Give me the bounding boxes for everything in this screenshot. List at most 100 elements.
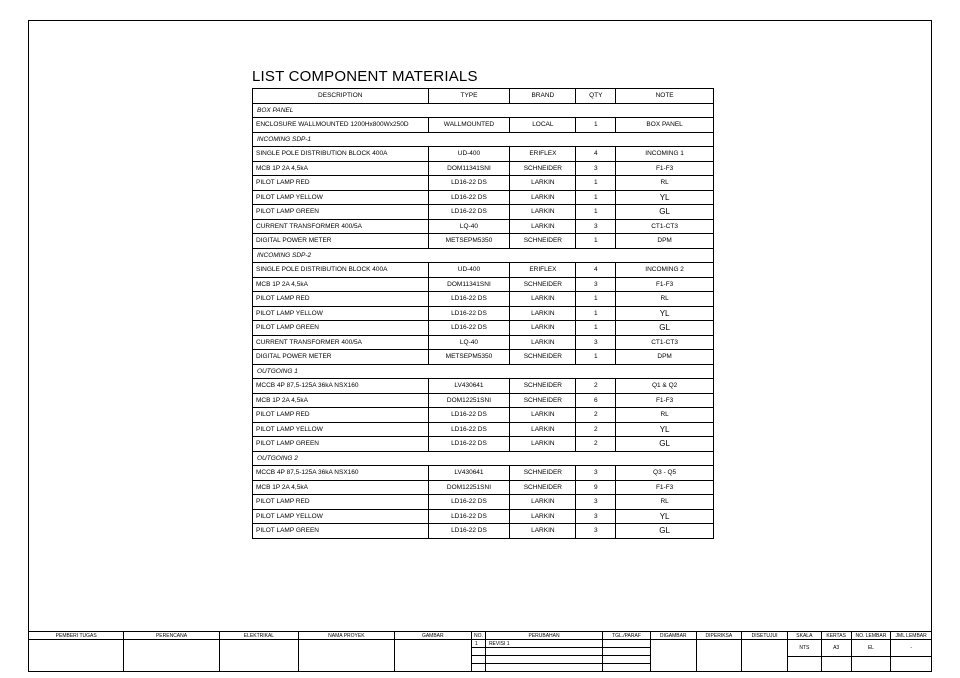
titleblock-body bbox=[697, 640, 742, 672]
cell-brand: LARKIN bbox=[510, 335, 576, 350]
cell-note: GL bbox=[616, 321, 714, 336]
cell-note: F1-F3 bbox=[616, 393, 714, 408]
titleblock-head: TGL./PARAF bbox=[603, 632, 650, 640]
titleblock-head: ELEKTRIKAL bbox=[220, 632, 298, 640]
titleblock-col: PERUBAHANREVISI 1 bbox=[486, 632, 603, 672]
titleblock-split-cell: A3 bbox=[822, 640, 851, 657]
titleblock-body: REVISI 1 bbox=[486, 640, 602, 672]
titleblock-col: DIGAMBAR bbox=[651, 632, 697, 672]
cell-brand: SCHNEIDER bbox=[510, 480, 576, 495]
cell-note: F1-F3 bbox=[616, 480, 714, 495]
cell-type: UD-400 bbox=[428, 147, 510, 162]
col-qty: QTY bbox=[576, 89, 616, 104]
section-name: OUTGOING 1 bbox=[253, 364, 714, 379]
cell-qty: 2 bbox=[576, 437, 616, 452]
titleblock-head: PEMBERI TUGAS bbox=[29, 632, 123, 640]
table-row: DIGITAL POWER METERMETSEPM5350SCHNEIDER1… bbox=[253, 234, 714, 249]
cell-note: RL bbox=[616, 176, 714, 191]
cell-note: Q3 - Q5 bbox=[616, 466, 714, 481]
cell-description: SINGLE POLE DISTRIBUTION BLOCK 400A bbox=[253, 263, 429, 278]
table-row: PILOT LAMP REDLD16-22 DSLARKIN2RL bbox=[253, 408, 714, 423]
titleblock-subrow bbox=[603, 640, 650, 648]
cell-description: PILOT LAMP YELLOW bbox=[253, 509, 429, 524]
titleblock-split-cell: - bbox=[891, 640, 931, 657]
table-row: PILOT LAMP YELLOWLD16-22 DSLARKIN2YL bbox=[253, 422, 714, 437]
titleblock-head: SKALA bbox=[788, 632, 821, 640]
cell-brand: LARKIN bbox=[510, 176, 576, 191]
table-row: MCB 1P 2A 4,5kADOM12251SNISCHNEIDER9F1-F… bbox=[253, 480, 714, 495]
cell-brand: SCHNEIDER bbox=[510, 234, 576, 249]
titleblock-col: NO. LEMBAREL bbox=[852, 632, 892, 672]
table-row: MCCB 4P 87,5-125A 36kA NSX160LV430641SCH… bbox=[253, 466, 714, 481]
table-row: SINGLE POLE DISTRIBUTION BLOCK 400AUD-40… bbox=[253, 263, 714, 278]
cell-type: LV430641 bbox=[428, 379, 510, 394]
cell-qty: 3 bbox=[576, 161, 616, 176]
titleblock-body bbox=[742, 640, 787, 672]
col-brand: BRAND bbox=[510, 89, 576, 104]
titleblock-col: NO.1 bbox=[472, 632, 486, 672]
cell-brand: LARKIN bbox=[510, 292, 576, 307]
cell-qty: 1 bbox=[576, 350, 616, 365]
cell-note: YL bbox=[616, 509, 714, 524]
cell-qty: 2 bbox=[576, 422, 616, 437]
cell-note: GL bbox=[616, 437, 714, 452]
cell-note: BOX PANEL bbox=[616, 118, 714, 133]
titleblock-split-cell bbox=[822, 657, 851, 673]
cell-type: METSEPM5350 bbox=[428, 234, 510, 249]
cell-type: LD16-22 DS bbox=[428, 509, 510, 524]
cell-brand: LARKIN bbox=[510, 306, 576, 321]
cell-description: PILOT LAMP YELLOW bbox=[253, 422, 429, 437]
cell-description: PILOT LAMP RED bbox=[253, 408, 429, 423]
table-row: CURRENT TRANSFORMER 400/5ALQ-40LARKIN3CT… bbox=[253, 335, 714, 350]
cell-note: RL bbox=[616, 408, 714, 423]
cell-description: ENCLOSURE WALLMOUNTED 1200Hx800Wx250D bbox=[253, 118, 429, 133]
cell-qty: 3 bbox=[576, 219, 616, 234]
cell-type: LD16-22 DS bbox=[428, 292, 510, 307]
cell-type: DOM12251SNI bbox=[428, 393, 510, 408]
cell-description: MCB 1P 2A 4,5kA bbox=[253, 480, 429, 495]
cell-qty: 3 bbox=[576, 495, 616, 510]
cell-note: RL bbox=[616, 292, 714, 307]
cell-description: PILOT LAMP YELLOW bbox=[253, 306, 429, 321]
cell-type: LD16-22 DS bbox=[428, 524, 510, 539]
cell-description: CURRENT TRANSFORMER 400/5A bbox=[253, 335, 429, 350]
cell-description: SINGLE POLE DISTRIBUTION BLOCK 400A bbox=[253, 147, 429, 162]
cell-qty: 4 bbox=[576, 147, 616, 162]
titleblock-col: DISETUJUI bbox=[742, 632, 788, 672]
cell-qty: 1 bbox=[576, 118, 616, 133]
titleblock-body bbox=[603, 640, 650, 672]
table-row: PILOT LAMP GREENLD16-22 DSLARKIN3GL bbox=[253, 524, 714, 539]
cell-qty: 3 bbox=[576, 524, 616, 539]
cell-qty: 3 bbox=[576, 466, 616, 481]
cell-qty: 2 bbox=[576, 379, 616, 394]
cell-note: YL bbox=[616, 306, 714, 321]
titleblock-col: NAMA PROYEK bbox=[299, 632, 394, 672]
cell-qty: 1 bbox=[576, 306, 616, 321]
cell-type: LQ-40 bbox=[428, 219, 510, 234]
cell-brand: LARKIN bbox=[510, 509, 576, 524]
cell-type: WALLMOUNTED bbox=[428, 118, 510, 133]
cell-qty: 1 bbox=[576, 234, 616, 249]
titleblock-split-cell bbox=[891, 657, 931, 673]
cell-note: CT1-CT3 bbox=[616, 335, 714, 350]
cell-note: INCOMING 1 bbox=[616, 147, 714, 162]
cell-description: MCCB 4P 87,5-125A 36kA NSX160 bbox=[253, 379, 429, 394]
titleblock-col: PERENCANA bbox=[124, 632, 219, 672]
section-name: BOX PANEL bbox=[253, 103, 714, 118]
titleblock-body bbox=[29, 640, 123, 672]
table-header-row: DESCRIPTION TYPE BRAND QTY NOTE bbox=[253, 89, 714, 104]
cell-type: DOM11341SNI bbox=[428, 161, 510, 176]
cell-type: LD16-22 DS bbox=[428, 495, 510, 510]
titleblock-split-cell bbox=[788, 657, 821, 673]
cell-description: PILOT LAMP GREEN bbox=[253, 205, 429, 220]
cell-brand: LARKIN bbox=[510, 205, 576, 220]
cell-type: LD16-22 DS bbox=[428, 422, 510, 437]
cell-note: F1-F3 bbox=[616, 161, 714, 176]
titleblock-head: DIGAMBAR bbox=[651, 632, 696, 640]
bom-table: DESCRIPTION TYPE BRAND QTY NOTE BOX PANE… bbox=[252, 88, 714, 539]
titleblock-subrow bbox=[486, 648, 602, 656]
cell-note: Q1 & Q2 bbox=[616, 379, 714, 394]
cell-brand: SCHNEIDER bbox=[510, 466, 576, 481]
cell-type: LD16-22 DS bbox=[428, 190, 510, 205]
titleblock-col: SKALANTS bbox=[788, 632, 822, 672]
